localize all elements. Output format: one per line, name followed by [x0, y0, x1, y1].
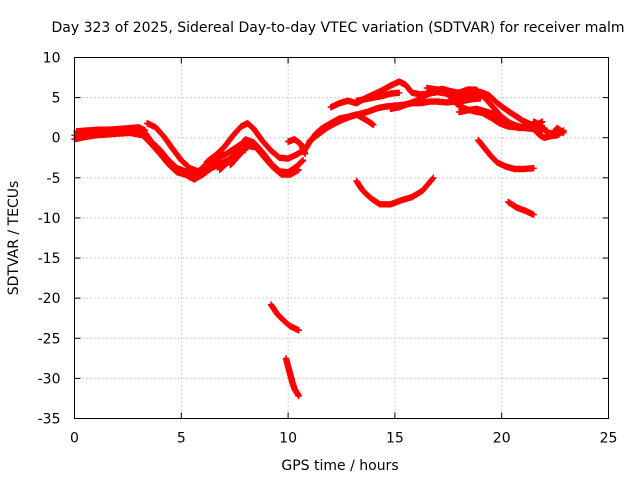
- data-point-markers: [532, 127, 567, 141]
- data-series-arc-5: [203, 120, 307, 165]
- y-tick-label: 0: [52, 131, 61, 147]
- data-series-arc-15: [455, 105, 546, 132]
- data-point-markers: [475, 136, 537, 173]
- data-series-arc-22: [282, 355, 302, 400]
- y-axis-title: SDTVAR / TECUs: [6, 181, 22, 296]
- x-tick-label: 25: [600, 431, 618, 447]
- data-point-markers: [267, 301, 302, 334]
- data-series-arc-9: [299, 111, 377, 156]
- data-series-arc-12: [353, 89, 403, 104]
- x-tick-label: 5: [177, 431, 186, 447]
- y-tick-label: -15: [38, 251, 61, 267]
- data-series-arc-3: [73, 124, 149, 135]
- y-tick-label: -10: [38, 211, 61, 227]
- axis-ticks: [74, 57, 609, 419]
- data-point-markers: [299, 111, 377, 156]
- y-tick-label: -25: [38, 331, 61, 347]
- data-point-markers: [353, 174, 437, 208]
- data-series-arc-17: [532, 127, 567, 141]
- data-point-markers: [73, 124, 149, 135]
- y-tick-label: -35: [38, 412, 61, 428]
- data-point-markers: [353, 89, 403, 104]
- x-tick-label: 15: [386, 431, 404, 447]
- data-series-arc-20: [504, 198, 537, 218]
- data-series-arc-19: [475, 136, 537, 173]
- data-point-markers: [227, 142, 302, 178]
- y-tick-label: 10: [43, 51, 61, 67]
- x-tick-label: 0: [70, 431, 79, 447]
- x-tick-label: 10: [279, 431, 297, 447]
- data-series-arc-18: [353, 174, 437, 208]
- data-series-arc-7: [227, 142, 302, 178]
- plot-points: [71, 78, 567, 400]
- x-axis-title: GPS time / hours: [281, 458, 398, 474]
- chart-title: Day 323 of 2025, Sidereal Day-to-day VTE…: [52, 20, 625, 36]
- grid: [74, 57, 609, 419]
- y-tick-labels: 10 5 0 -5 -10 -15 -20 -25 -30 -35: [38, 51, 61, 428]
- data-series-arc-21: [267, 301, 302, 334]
- data-point-markers: [282, 355, 302, 400]
- data-point-markers: [143, 120, 228, 175]
- y-tick-label: -30: [38, 371, 61, 387]
- y-tick-label: 5: [52, 91, 61, 107]
- data-point-markers: [203, 120, 307, 165]
- x-tick-labels: 0 5 10 15 20 25: [70, 431, 617, 447]
- x-tick-label: 20: [493, 431, 511, 447]
- plot-frame: [74, 57, 609, 419]
- data-point-markers: [455, 105, 546, 132]
- y-tick-label: -20: [38, 291, 61, 307]
- data-series-arc-4: [143, 120, 228, 175]
- y-tick-label: -5: [47, 171, 61, 187]
- data-point-markers: [504, 198, 537, 218]
